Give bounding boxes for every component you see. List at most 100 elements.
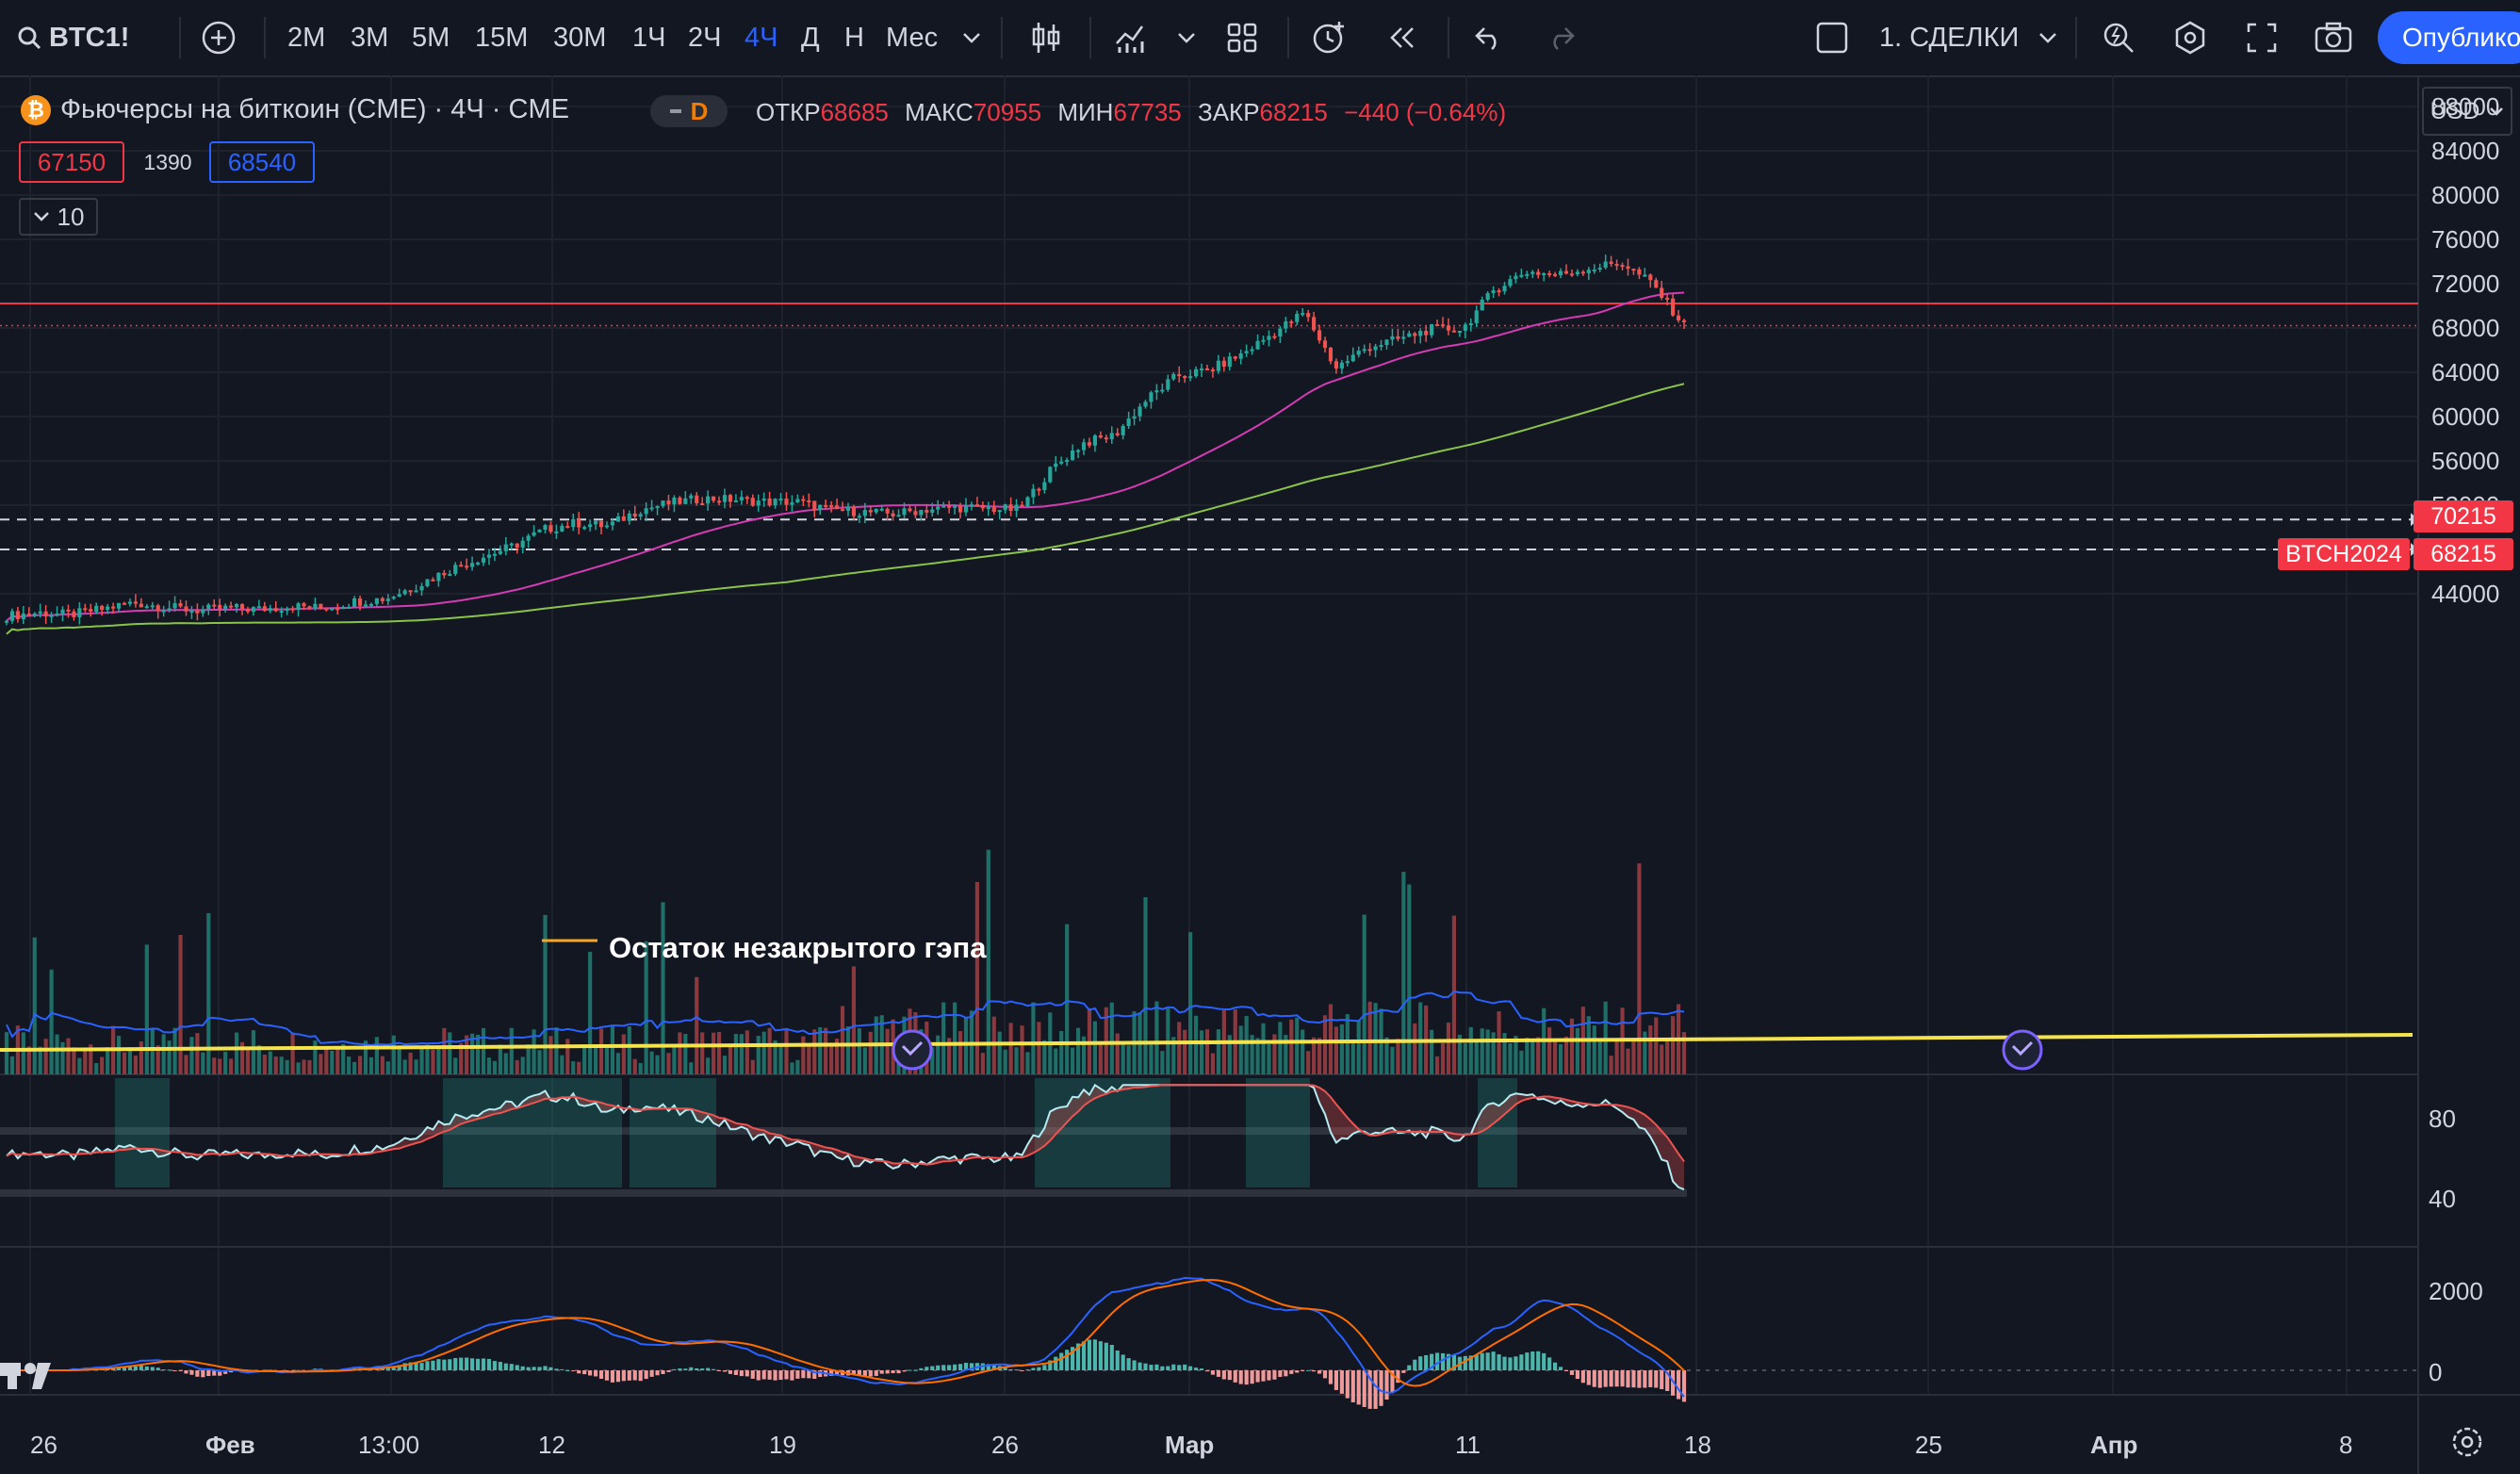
last-price-tag: 68215 [2414, 538, 2513, 570]
replay-rewind-icon[interactable] [1385, 0, 1419, 75]
chart-settings-gear-icon[interactable] [2450, 1425, 2484, 1464]
redo-icon[interactable] [1544, 0, 1578, 75]
data-mode-badge[interactable]: D [650, 95, 728, 127]
symbol-search-button[interactable]: BTC1! [49, 22, 130, 53]
currency-select[interactable]: USD [2422, 87, 2512, 136]
time-axis-label: 8 [2339, 1431, 2353, 1459]
macd-histogram-bar [184, 1370, 188, 1374]
macd-histogram-bar [1115, 1350, 1120, 1370]
quick-search-icon[interactable] [2100, 0, 2137, 75]
macd-histogram-bar [1519, 1354, 1524, 1370]
candle-body [106, 606, 110, 611]
macd-histogram-bar [588, 1370, 593, 1376]
interval-4h-active[interactable]: 4Ч [745, 22, 778, 53]
interval-3m[interactable]: 3М [351, 22, 389, 53]
volume-bar [1384, 1037, 1389, 1074]
volume-bar [695, 976, 699, 1074]
chevron-down-icon[interactable] [2036, 0, 2060, 75]
candle-body [459, 565, 464, 567]
volume-bar [632, 1058, 637, 1074]
candle-body [1648, 274, 1653, 281]
candle-body [296, 603, 301, 611]
indicators-toggle[interactable]: 10 [19, 198, 98, 236]
alert-clock-icon[interactable] [1310, 0, 1350, 75]
volume-bar [1210, 1053, 1216, 1074]
interval-1h[interactable]: 1Ч [632, 22, 666, 53]
volume-bar [4, 1032, 9, 1074]
buy-price-button[interactable]: 68540 [209, 141, 315, 183]
layout-square-icon[interactable] [1813, 0, 1851, 75]
candle-body [548, 525, 553, 532]
volume-bar [537, 1050, 542, 1074]
interval-day[interactable]: Д [801, 22, 820, 53]
macd-histogram-bar [1356, 1370, 1361, 1405]
candles-chart-type-icon[interactable] [1027, 0, 1065, 75]
camera-snapshot-icon[interactable] [2313, 0, 2354, 75]
search-icon[interactable] [15, 0, 43, 75]
symbol-legend[interactable]: ₿ Фьючерсы на биткоин (CME) · 4Ч · CME [21, 94, 569, 125]
candle-body [672, 497, 677, 505]
macd-histogram-bar [1132, 1360, 1137, 1370]
candle-body [32, 613, 37, 615]
candle-body [1261, 339, 1266, 342]
macd-histogram-bar [1660, 1370, 1664, 1390]
undo-icon[interactable] [1472, 0, 1506, 75]
candle-body [83, 608, 88, 611]
macd-histogram-bar [1580, 1370, 1585, 1384]
candle-body [807, 500, 811, 503]
indicators-icon[interactable] [1112, 0, 1154, 75]
layout-name-button[interactable]: 1. СДЕЛКИ [1879, 22, 2020, 53]
candle-body [1149, 392, 1154, 402]
candle-body [262, 606, 267, 612]
volume-bar [1193, 1015, 1199, 1074]
volume-bar [1143, 896, 1148, 1074]
sell-price-button[interactable]: 67150 [19, 141, 124, 183]
settings-gear-icon[interactable] [2171, 0, 2209, 75]
candle-body [615, 516, 620, 522]
volume-bar [1284, 1035, 1288, 1074]
interval-2m[interactable]: 2М [287, 22, 326, 53]
volume-bar [834, 1039, 840, 1074]
interval-15m[interactable]: 15М [475, 22, 529, 53]
layouts-grid-icon[interactable] [1225, 0, 1259, 75]
add-symbol-icon[interactable] [200, 0, 237, 75]
volume-bar [638, 1062, 643, 1074]
sma-200-line [6, 383, 1685, 635]
rsi-zone [443, 1078, 622, 1187]
volume-bar [9, 1056, 15, 1074]
candle-body [925, 510, 929, 513]
publish-button[interactable]: Опубликовать [2378, 11, 2520, 64]
volume-bar [1328, 1004, 1334, 1074]
macd-histogram-bar [1362, 1370, 1366, 1407]
candle-body [330, 608, 335, 611]
candle-body [1334, 361, 1339, 369]
interval-30m[interactable]: 30М [553, 22, 607, 53]
interval-5m[interactable]: 5М [412, 22, 450, 53]
macd-histogram-bar [391, 1366, 396, 1370]
candle-body [1104, 437, 1108, 440]
candle-body [26, 614, 31, 616]
replay-marker-icon[interactable] [2002, 1029, 2043, 1071]
gap-annotation[interactable]: Остаток незакрытого гэпа [609, 931, 987, 964]
macd-histogram-bar [1171, 1364, 1176, 1370]
replay-marker-icon[interactable] [892, 1029, 933, 1071]
candle-body [919, 510, 924, 516]
interval-2h[interactable]: 2Ч [688, 22, 722, 53]
macd-histogram-bar [1413, 1359, 1417, 1370]
chevron-down-icon[interactable] [1174, 0, 1199, 75]
chevron-down-icon[interactable] [959, 0, 984, 75]
interval-week[interactable]: Н [844, 22, 864, 53]
candle-body [537, 530, 542, 532]
volume-bar [1037, 1022, 1041, 1074]
volume-bar [868, 1031, 873, 1074]
volume-bar [857, 1028, 861, 1074]
macd-histogram-bar [1104, 1342, 1108, 1370]
interval-month[interactable]: Мес [886, 22, 939, 53]
macd-histogram-bar [1042, 1365, 1047, 1370]
macd-histogram-bar [1637, 1370, 1642, 1388]
fullscreen-icon[interactable] [2243, 0, 2281, 75]
volume-bar [947, 1038, 952, 1074]
spread-value: 1390 [143, 149, 192, 174]
macd-histogram-bar [790, 1370, 794, 1381]
chart-area[interactable]: Остаток незакрытого гэпа [0, 75, 2520, 1474]
